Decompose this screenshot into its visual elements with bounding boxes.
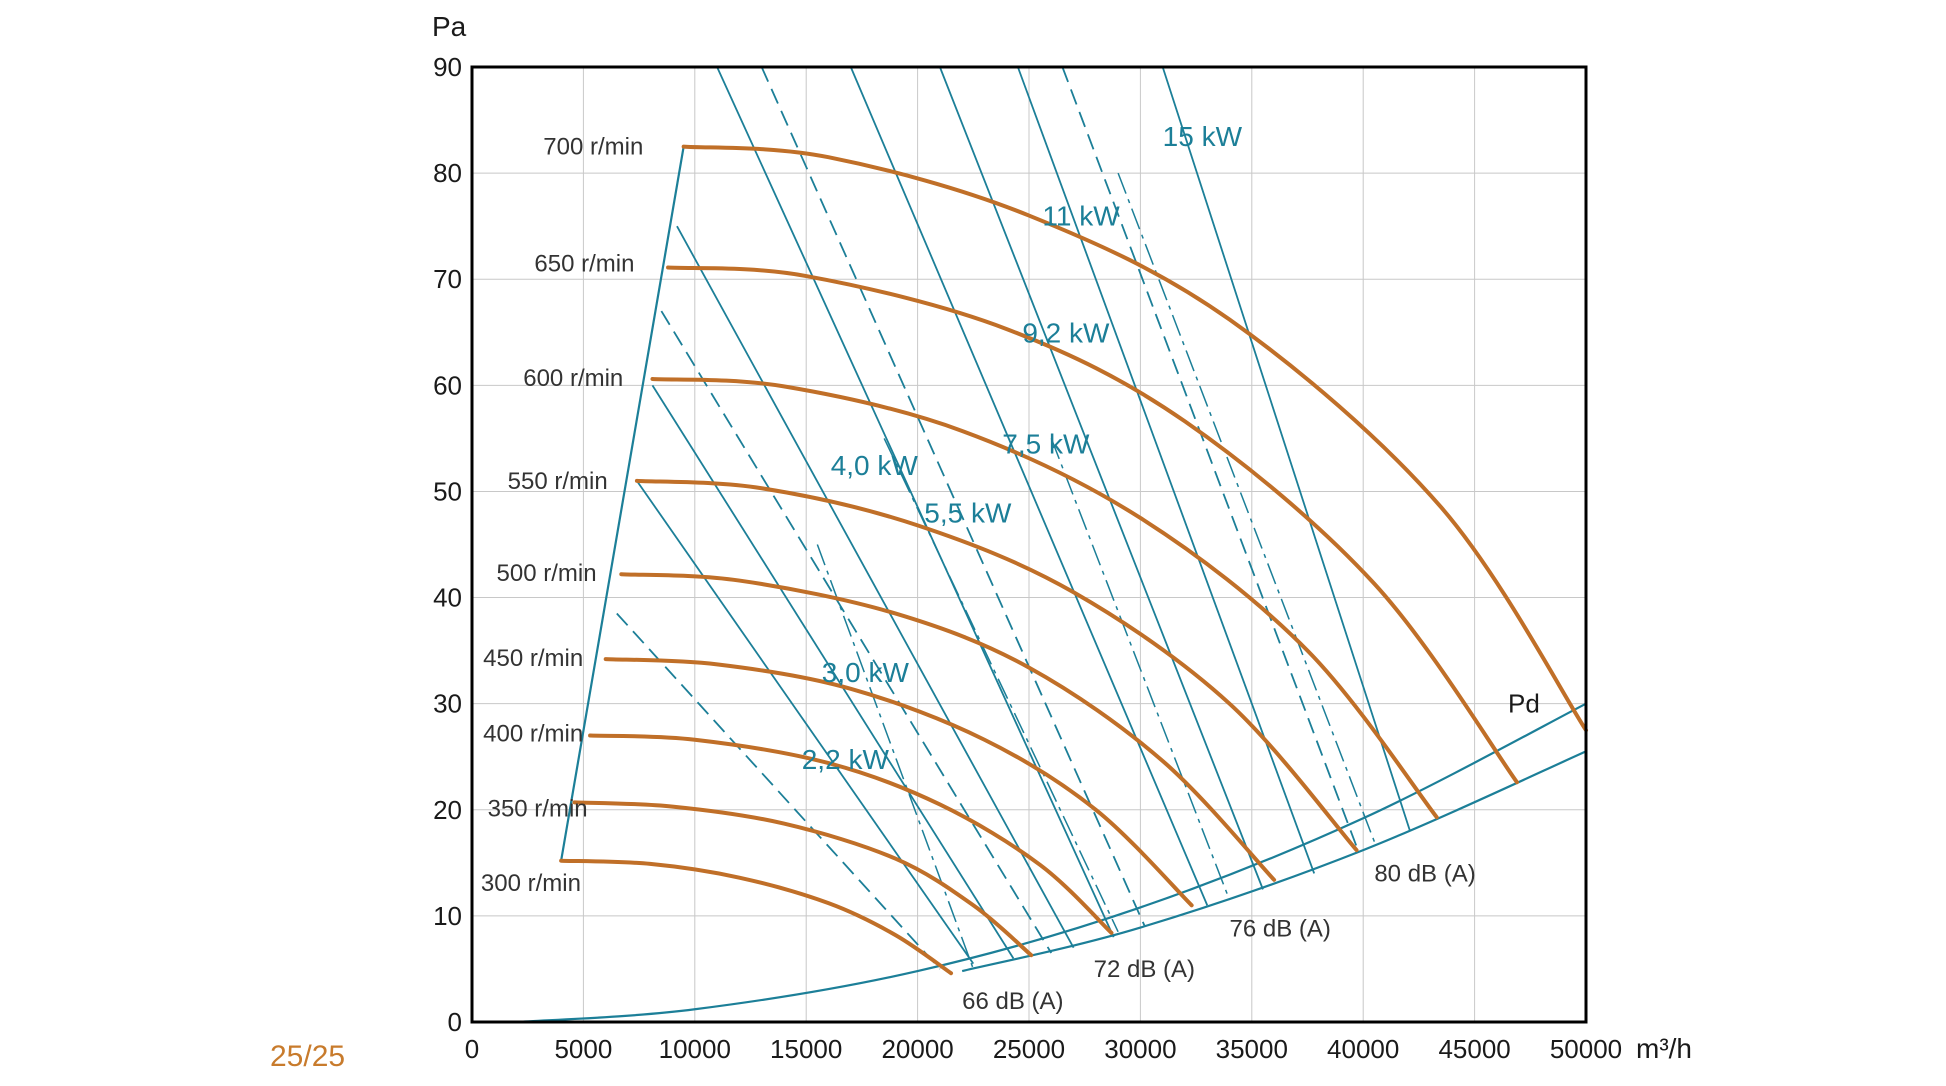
rpm-label: 450 r/min xyxy=(483,645,583,672)
power-line xyxy=(676,225,1075,949)
y-tick-label: 50 xyxy=(433,476,462,506)
power-label: 2,2 kW xyxy=(802,744,890,775)
x-tick-label: 50000 xyxy=(1550,1034,1622,1064)
power-line xyxy=(1017,66,1316,874)
y-tick-label: 70 xyxy=(433,264,462,294)
rpm-label: 400 r/min xyxy=(483,720,583,747)
power-line xyxy=(939,66,1264,890)
y-tick-label: 20 xyxy=(433,795,462,825)
y-tick-label: 60 xyxy=(433,370,462,400)
rpm-curve xyxy=(559,858,954,976)
rpm-label: 600 r/min xyxy=(523,365,623,392)
x-tick-label: 35000 xyxy=(1216,1034,1288,1064)
rpm-curve xyxy=(603,657,1194,908)
power-label: 11 kW xyxy=(1042,201,1120,232)
power-line xyxy=(636,480,975,965)
x-tick-label: 0 xyxy=(465,1034,479,1064)
y-tick-label: 30 xyxy=(433,689,462,719)
power-line xyxy=(716,66,1115,938)
power-line xyxy=(1061,66,1360,853)
rpm-label: 650 r/min xyxy=(534,250,634,277)
y-tick-label: 0 xyxy=(448,1007,462,1037)
x-tick-label: 20000 xyxy=(881,1034,953,1064)
rpm-curve xyxy=(634,478,1359,853)
db-line xyxy=(1117,172,1376,842)
rpm-label: 700 r/min xyxy=(543,134,643,161)
power-line xyxy=(651,384,1015,959)
x-tick-label: 25000 xyxy=(993,1034,1065,1064)
x-tick-label: 30000 xyxy=(1104,1034,1176,1064)
power-label: 15 kW xyxy=(1163,121,1243,152)
power-label: 3,0 kW xyxy=(822,657,910,688)
y-tick-label: 90 xyxy=(433,52,462,82)
power-line xyxy=(760,66,1146,927)
rpm-curve xyxy=(619,572,1277,882)
y-tick-label: 10 xyxy=(433,901,462,931)
y-axis-label: Pa xyxy=(432,11,467,42)
plot-frame xyxy=(470,65,1588,1024)
db-label: 66 dB (A) xyxy=(962,988,1063,1015)
y-tick-label: 40 xyxy=(433,583,462,613)
labels: 700 r/min 650 r/min 600 r/min 550 r/min 500 … xyxy=(481,121,1540,1015)
y-tick-label: 80 xyxy=(433,158,462,188)
page-number: 25/25 xyxy=(270,1040,346,1073)
rpm-label: 500 r/min xyxy=(497,560,597,587)
x-tick-label: 5000 xyxy=(554,1034,612,1064)
db-label: 76 dB (A) xyxy=(1230,916,1331,943)
db-line xyxy=(883,438,1119,933)
x-tick-label: 40000 xyxy=(1327,1034,1399,1064)
db-label: 72 dB (A) xyxy=(1094,956,1195,983)
power-line xyxy=(660,310,1053,954)
power-line xyxy=(616,612,941,970)
rpm-curve xyxy=(681,144,1588,733)
pd-curve-lower xyxy=(961,750,1587,973)
power-label: 4,0 kW xyxy=(831,450,919,481)
curves xyxy=(516,66,1588,1024)
rpm-curve xyxy=(666,265,1519,785)
db-label: 80 dB (A) xyxy=(1374,860,1475,887)
power-line xyxy=(849,66,1209,906)
rpm-label: 300 r/min xyxy=(481,870,581,897)
left-boundary xyxy=(560,146,685,861)
power-label: 7,5 kW xyxy=(1002,429,1090,460)
x-tick-label: 15000 xyxy=(770,1034,842,1064)
power-label: 5,5 kW xyxy=(924,498,1012,529)
power-label: 9,2 kW xyxy=(1022,317,1110,348)
pd-label: Pd xyxy=(1508,689,1540,719)
db-line xyxy=(1050,438,1231,901)
tick-labels: 0 5000 10000 15000 20000 25000 30000 35000 40000… xyxy=(433,52,1622,1064)
rpm-curve xyxy=(572,800,1034,958)
rpm-label: 350 r/min xyxy=(488,796,588,823)
power-line xyxy=(1161,66,1411,832)
rpm-label: 550 r/min xyxy=(508,468,608,495)
x-axis-label: m³/h xyxy=(1636,1033,1692,1064)
x-tick-label: 45000 xyxy=(1438,1034,1510,1064)
rpm-curve xyxy=(650,376,1439,820)
rpm-curve xyxy=(588,733,1114,935)
x-tick-label: 10000 xyxy=(659,1034,731,1064)
